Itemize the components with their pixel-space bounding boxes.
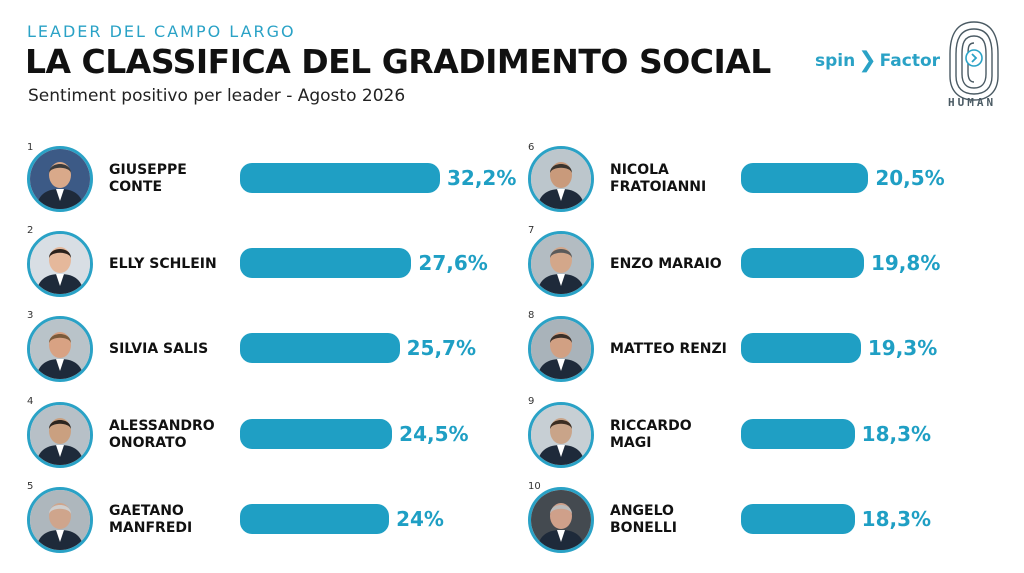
leader-name: ELLY SCHLEIN (109, 256, 217, 272)
value-label: 24,5% (399, 422, 469, 446)
leader-row: 2 ELLY SCHLEIN 27,6% (27, 225, 507, 299)
value-label: 19,3% (867, 336, 938, 360)
rank-number: 4 (27, 396, 34, 407)
leader-avatar (27, 487, 93, 553)
leader-row: 10 ANGELO BONELLI 18,3% (528, 481, 1008, 555)
value-label: 18,3% (861, 422, 932, 446)
leader-name: RICCARDO MAGI (610, 418, 692, 451)
fingerprint-icon (949, 21, 999, 101)
value-bar (240, 163, 440, 193)
value-bar (240, 333, 400, 363)
page-subtitle: Sentiment positivo per leader - Agosto 2… (28, 86, 406, 106)
rank-number: 10 (528, 481, 541, 492)
leader-name: GIUSEPPE CONTE (109, 162, 187, 195)
leader-avatar (528, 231, 594, 297)
brand-human: HUMAN (948, 96, 997, 109)
leader-avatar (27, 231, 93, 297)
leader-name: MATTEO RENZI (610, 341, 727, 357)
value-bar (741, 419, 855, 449)
spin-factor-logo: spin ❯ Factor (815, 48, 940, 73)
rank-number: 8 (528, 310, 535, 321)
brand-factor: Factor (879, 50, 941, 71)
rank-number: 5 (27, 481, 34, 492)
value-label: 19,8% (870, 251, 941, 275)
leader-name: ALESSANDRO ONORATO (109, 418, 215, 451)
value-bar (741, 504, 855, 534)
leader-row: 8 MATTEO RENZI 19,3% (528, 310, 1008, 384)
leader-avatar (528, 146, 594, 212)
rank-number: 6 (528, 142, 535, 153)
leader-avatar (27, 402, 93, 468)
rank-number: 7 (528, 225, 535, 236)
leader-name: ANGELO BONELLI (610, 503, 677, 536)
leader-name: GAETANO MANFREDI (109, 503, 193, 536)
page-title: LA CLASSIFICA DEL GRADIMENTO SOCIAL (25, 42, 771, 81)
value-bar (741, 248, 864, 278)
value-label: 20,5% (875, 166, 945, 190)
leader-name: NICOLA FRATOIANNI (610, 162, 707, 195)
value-bar (240, 504, 390, 534)
leader-row: 3 SILVIA SALIS 25,7% (27, 310, 507, 384)
kicker: LEADER DEL CAMPO LARGO (27, 22, 296, 41)
value-bar (741, 163, 869, 193)
chevron-right-icon: ❯ (858, 48, 877, 73)
value-label: 27,6% (418, 251, 488, 275)
value-bar (240, 248, 412, 278)
rank-number: 1 (27, 142, 34, 153)
leader-avatar (528, 402, 594, 468)
leader-row: 5 GAETANO MANFREDI 24% (27, 481, 507, 555)
leader-row: 7 ENZO MARAIO 19,8% (528, 225, 1008, 299)
leader-name: SILVIA SALIS (109, 341, 209, 357)
brand-spin: spin (815, 50, 856, 71)
rank-number: 2 (27, 225, 34, 236)
leader-row: 6 NICOLA FRATOIANNI 20,5% (528, 142, 1008, 214)
rank-number: 3 (27, 310, 34, 321)
value-bar (741, 333, 861, 363)
value-label: 24% (396, 507, 444, 531)
leader-row: 1 GIUSEPPE CONTE 32,2% (27, 142, 516, 214)
value-bar (240, 419, 393, 449)
leader-avatar (528, 487, 594, 553)
leader-row: 9 RICCARDO MAGI 18,3% (528, 396, 1008, 470)
leader-avatar (27, 316, 93, 382)
value-label: 18,3% (861, 507, 932, 531)
leader-avatar (528, 316, 594, 382)
value-label: 32,2% (447, 166, 517, 190)
rank-number: 9 (528, 396, 535, 407)
value-label: 25,7% (406, 336, 477, 360)
leader-row: 4 ALESSANDRO ONORATO 24,5% (27, 396, 507, 470)
leader-avatar (27, 146, 93, 212)
leader-name: ENZO MARAIO (610, 256, 722, 272)
